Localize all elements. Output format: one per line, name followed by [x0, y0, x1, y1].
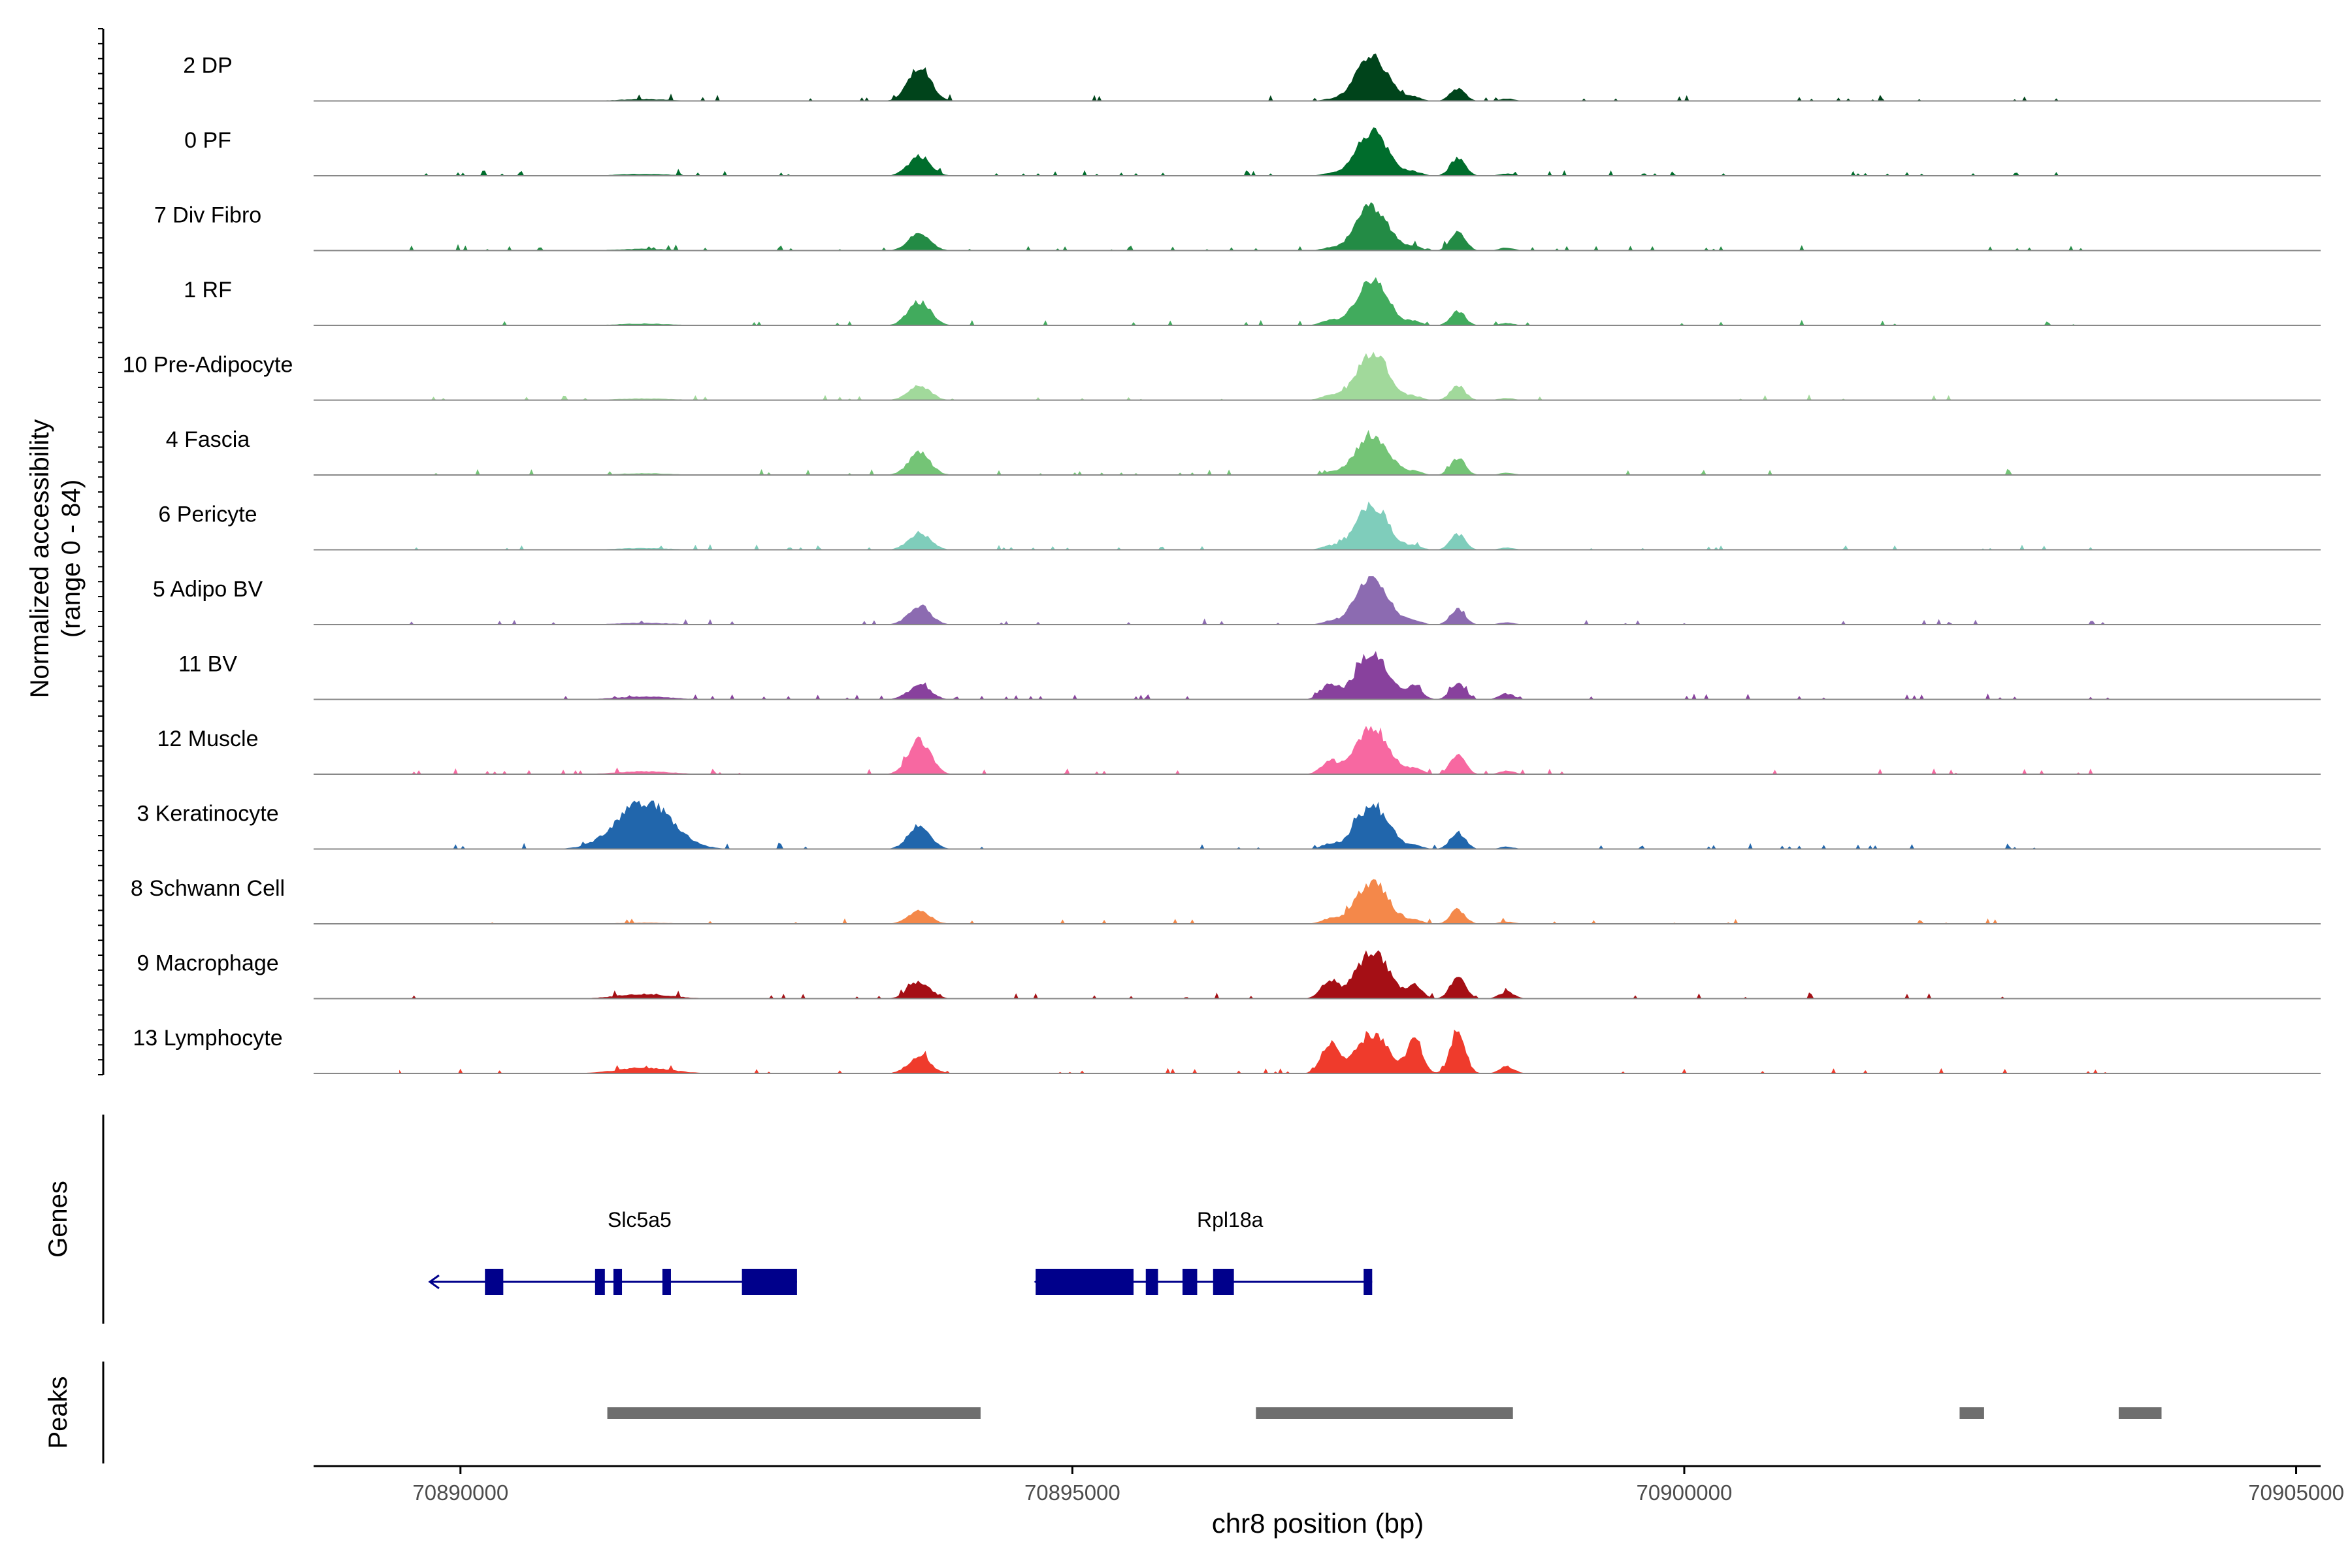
- track-label: 2 DP: [183, 54, 233, 78]
- coverage-track: 13 Lymphocyte: [133, 1026, 2321, 1074]
- peak-region: [2118, 1407, 2162, 1419]
- gene-exon: [485, 1269, 504, 1295]
- track-label: 10 Pre-Adipocyte: [123, 353, 293, 378]
- gene-exon: [1213, 1269, 1234, 1295]
- coverage-track: 12 Muscle: [157, 726, 2321, 775]
- coverage-track: 6 Pericyte: [158, 501, 2321, 551]
- track-label: 0 PF: [184, 128, 231, 153]
- gene-label: Rpl18a: [1197, 1208, 1264, 1232]
- genes-track-label: Genes: [44, 1181, 73, 1258]
- coverage-track: 0 PF: [184, 127, 2321, 176]
- track-label: 3 Keratinocyte: [137, 802, 278, 826]
- coverage-track: 1 RF: [184, 277, 2321, 326]
- y-axis-range-label: (range 0 - 84): [57, 480, 86, 638]
- peak-region: [607, 1407, 981, 1419]
- gene-annotation-track: Slc5a5 Rpl18a: [102, 1115, 1373, 1324]
- coverage-track: 2 DP: [183, 54, 2321, 102]
- peaks-track: [102, 1362, 2162, 1463]
- gene-exon: [595, 1269, 605, 1295]
- gene-exon: [1036, 1269, 1134, 1295]
- gene-exon: [662, 1269, 671, 1295]
- x-axis: 70890000 70895000 70900000 70905000: [314, 1465, 2344, 1505]
- x-tick-label: 70905000: [2248, 1480, 2344, 1505]
- x-tick-label: 70900000: [1637, 1480, 1733, 1505]
- track-label: 6 Pericyte: [158, 502, 257, 527]
- gene: Rpl18a: [1034, 1208, 1373, 1295]
- track-label: 7 Div Fibro: [154, 203, 261, 228]
- gene-exon: [613, 1269, 623, 1295]
- coverage-track: 9 Macrophage: [137, 950, 2321, 1000]
- gene: Slc5a5: [428, 1208, 797, 1295]
- gene-strand-arrow: [428, 1274, 440, 1290]
- coverage-track: 8 Schwann Cell: [131, 876, 2321, 924]
- coverage-track: 4 Fascia: [166, 427, 2321, 476]
- coverage-track: 7 Div Fibro: [154, 202, 2321, 252]
- coverage-track: 10 Pre-Adipocyte: [123, 351, 2321, 401]
- track-label: 8 Schwann Cell: [131, 876, 285, 901]
- track-label: 13 Lymphocyte: [133, 1026, 282, 1051]
- gene-exon: [1145, 1269, 1158, 1295]
- track-label: 5 Adipo BV: [153, 577, 263, 602]
- track-label: 9 Macrophage: [137, 951, 278, 976]
- peaks-track-label: Peaks: [44, 1376, 73, 1448]
- track-label: 1 RF: [184, 278, 232, 302]
- gene-label: Slc5a5: [608, 1208, 672, 1232]
- coverage-track: 11 BV: [178, 651, 2321, 700]
- coverage-tracks: 2 DP 0 PF 7 Div Fibro 1 RF 10 Pre-Adipocyte 4…: [98, 28, 2321, 1075]
- track-label: 11 BV: [178, 652, 237, 677]
- coverage-area: [399, 1030, 2113, 1073]
- x-axis-label: chr8 position (bp): [1212, 1508, 1424, 1539]
- peak-region: [1959, 1407, 1984, 1419]
- gene-exon: [1364, 1269, 1373, 1295]
- gene-exon: [742, 1269, 797, 1295]
- peak-region: [1256, 1407, 1513, 1419]
- x-tick-label: 70895000: [1024, 1480, 1120, 1505]
- coverage-track: 3 Keratinocyte: [137, 800, 2321, 850]
- x-tick-label: 70890000: [412, 1480, 508, 1505]
- gene-exon: [1182, 1269, 1198, 1295]
- coverage-track: 5 Adipo BV: [153, 576, 2321, 625]
- y-axis-label: Normalized accessibility: [25, 419, 54, 698]
- track-label: 12 Muscle: [157, 727, 259, 751]
- track-label: 4 Fascia: [166, 427, 250, 452]
